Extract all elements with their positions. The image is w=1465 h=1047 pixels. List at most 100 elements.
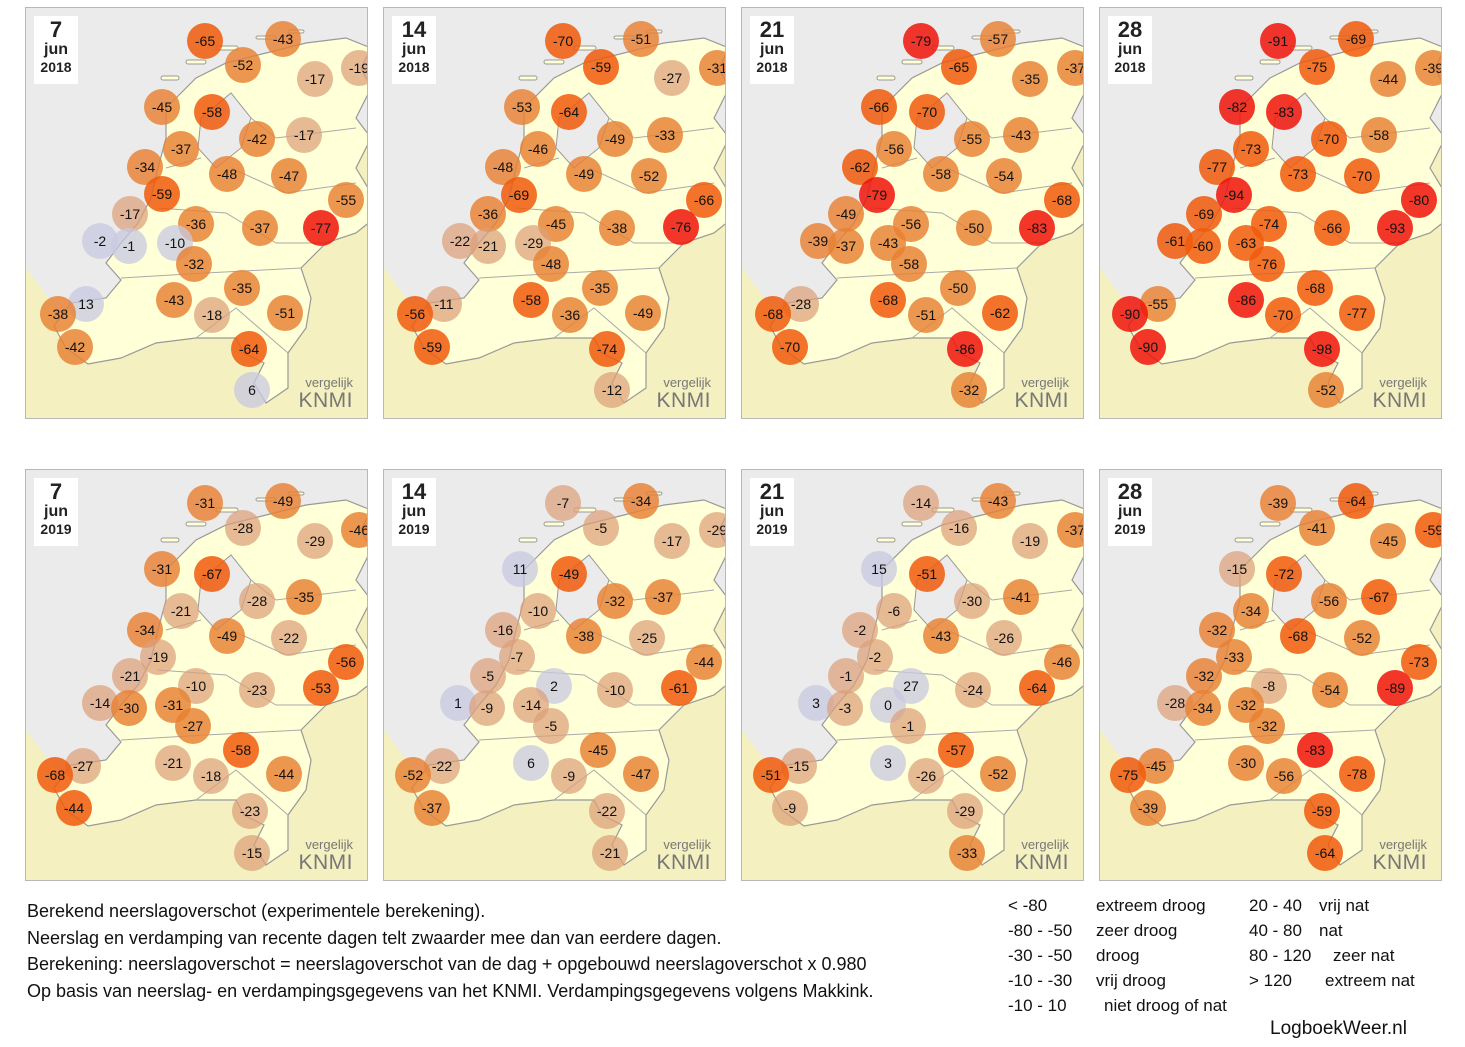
legend-label: nat — [1319, 921, 1343, 940]
legend-row: 40 - 80 nat — [1249, 921, 1449, 946]
station-marker: -19 — [1012, 523, 1048, 559]
station-marker: -41 — [1299, 510, 1335, 546]
station-marker: -32 — [1186, 658, 1222, 694]
neighbouring-land — [1100, 608, 1441, 880]
station-marker: -76 — [663, 209, 699, 245]
station-marker: -54 — [1312, 672, 1348, 708]
station-marker: -47 — [623, 756, 659, 792]
station-marker: -52 — [1344, 620, 1380, 656]
station-marker: -9 — [469, 690, 505, 726]
neighbouring-land — [26, 608, 367, 880]
legend-label: zeer droog — [1096, 921, 1178, 940]
station-marker: -29 — [297, 523, 333, 559]
station-marker: 11 — [502, 551, 538, 587]
station-marker: -79 — [859, 177, 895, 213]
watermark-big: KNMI — [298, 851, 353, 874]
station-marker: -32 — [1228, 687, 1264, 723]
date-month: jun — [760, 41, 784, 58]
legend-row: -10 - -30 vrij droog — [1008, 971, 1238, 996]
watermark-small: vergelijk — [1379, 375, 1427, 390]
station-marker: -43 — [980, 483, 1016, 519]
wadden-island — [901, 521, 923, 527]
station-marker: -9 — [772, 790, 808, 826]
knmi-watermark: vergelijk KNMI — [1015, 838, 1070, 874]
station-marker: -82 — [1219, 89, 1255, 125]
station-marker: -83 — [1019, 210, 1055, 246]
watermark-small: vergelijk — [305, 375, 353, 390]
station-marker: -52 — [631, 158, 667, 194]
legend-label: vrij nat — [1319, 896, 1370, 915]
station-marker: -52 — [395, 757, 431, 793]
legend-label: vrij droog — [1096, 971, 1166, 990]
wadden-island — [185, 59, 207, 65]
station-marker: -3 — [827, 690, 863, 726]
date-month: jun — [44, 503, 68, 520]
wadden-island — [518, 537, 538, 543]
watermark-small: vergelijk — [1021, 375, 1069, 390]
station-marker: -55 — [954, 121, 990, 157]
legend-range: 20 - 40 — [1249, 896, 1302, 915]
station-marker: -58 — [891, 246, 927, 282]
date-label: 14 jun 2019 — [392, 478, 436, 546]
map-panel: 7 jun 2018 vergelijk KNMI -65 -43 -52 -17 -19 -45-… — [25, 7, 368, 419]
station-marker: -17 — [112, 196, 148, 232]
map-panel: 21 jun 2019 vergelijk KNMI -14 -43 -16 -19 -37 15-… — [741, 469, 1084, 881]
watermark-big: KNMI — [1372, 389, 1427, 412]
station-marker: -5 — [533, 708, 569, 744]
date-day: 21 — [759, 479, 785, 504]
station-marker: -60 — [1185, 228, 1221, 264]
legend-wet: 20 - 40 vrij nat 40 - 80 nat 80 - 120 zeer … — [1249, 896, 1449, 996]
station-marker: -44 — [266, 756, 302, 792]
watermark-big: KNMI — [1014, 851, 1069, 874]
station-marker: -37 — [242, 210, 278, 246]
brand-logo-text[interactable]: LogboekWeer.nl — [1270, 1018, 1407, 1039]
station-marker: -68 — [37, 757, 73, 793]
station-marker: -98 — [1304, 331, 1340, 367]
note-line: Neerslag en verdamping van recente dagen… — [27, 927, 722, 948]
map-panel: 7 jun 2019 vergelijk KNMI -31 -49 -28 -29 -46 -31-… — [25, 469, 368, 881]
station-marker: -10 — [157, 225, 193, 261]
station-marker: -43 — [156, 282, 192, 318]
station-marker: -7 — [499, 639, 535, 675]
station-marker: -43 — [265, 21, 301, 57]
station-marker: -46 — [1044, 644, 1080, 680]
station-marker: -48 — [209, 156, 245, 192]
station-marker: -17 — [297, 61, 333, 97]
station-marker: -70 — [909, 94, 945, 130]
station-marker: -64 — [1307, 835, 1343, 871]
station-marker: -36 — [470, 196, 506, 232]
station-marker: -56 — [893, 206, 929, 242]
station-marker: -70 — [1344, 158, 1380, 194]
station-marker: -51 — [909, 556, 945, 592]
station-marker: -67 — [1361, 579, 1397, 615]
knmi-watermark: vergelijk KNMI — [1373, 376, 1428, 412]
map-panel: 28 jun 2019 vergelijk KNMI -39 -64 -41 -45 -59 -15… — [1099, 469, 1442, 881]
station-marker: -22 — [589, 793, 625, 829]
station-marker: -35 — [286, 579, 322, 615]
neighbouring-land — [1100, 146, 1441, 418]
wadden-island — [543, 59, 565, 65]
station-marker: -64 — [231, 331, 267, 367]
station-marker: -35 — [1012, 61, 1048, 97]
station-marker: -83 — [1297, 732, 1333, 768]
wadden-island — [876, 537, 896, 543]
station-marker: -61 — [661, 670, 697, 706]
station-marker: -48 — [533, 246, 569, 282]
station-marker: -17 — [654, 523, 690, 559]
neighbouring-land — [384, 146, 725, 418]
knmi-watermark: vergelijk KNMI — [1373, 838, 1428, 874]
station-marker: -59 — [583, 49, 619, 85]
station-marker: -5 — [470, 658, 506, 694]
knmi-watermark: vergelijk KNMI — [299, 376, 354, 412]
station-marker: -21 — [592, 835, 628, 871]
station-marker: -34 — [1233, 593, 1269, 629]
station-marker: -16 — [941, 510, 977, 546]
station-marker: -75 — [1110, 757, 1146, 793]
neighbouring-land — [26, 146, 367, 418]
station-marker: -65 — [187, 23, 223, 59]
station-marker: -94 — [1216, 177, 1252, 213]
legend-range: > 120 — [1249, 971, 1293, 990]
station-marker: -68 — [870, 282, 906, 318]
station-marker: -21 — [163, 593, 199, 629]
station-marker: -51 — [753, 757, 789, 793]
